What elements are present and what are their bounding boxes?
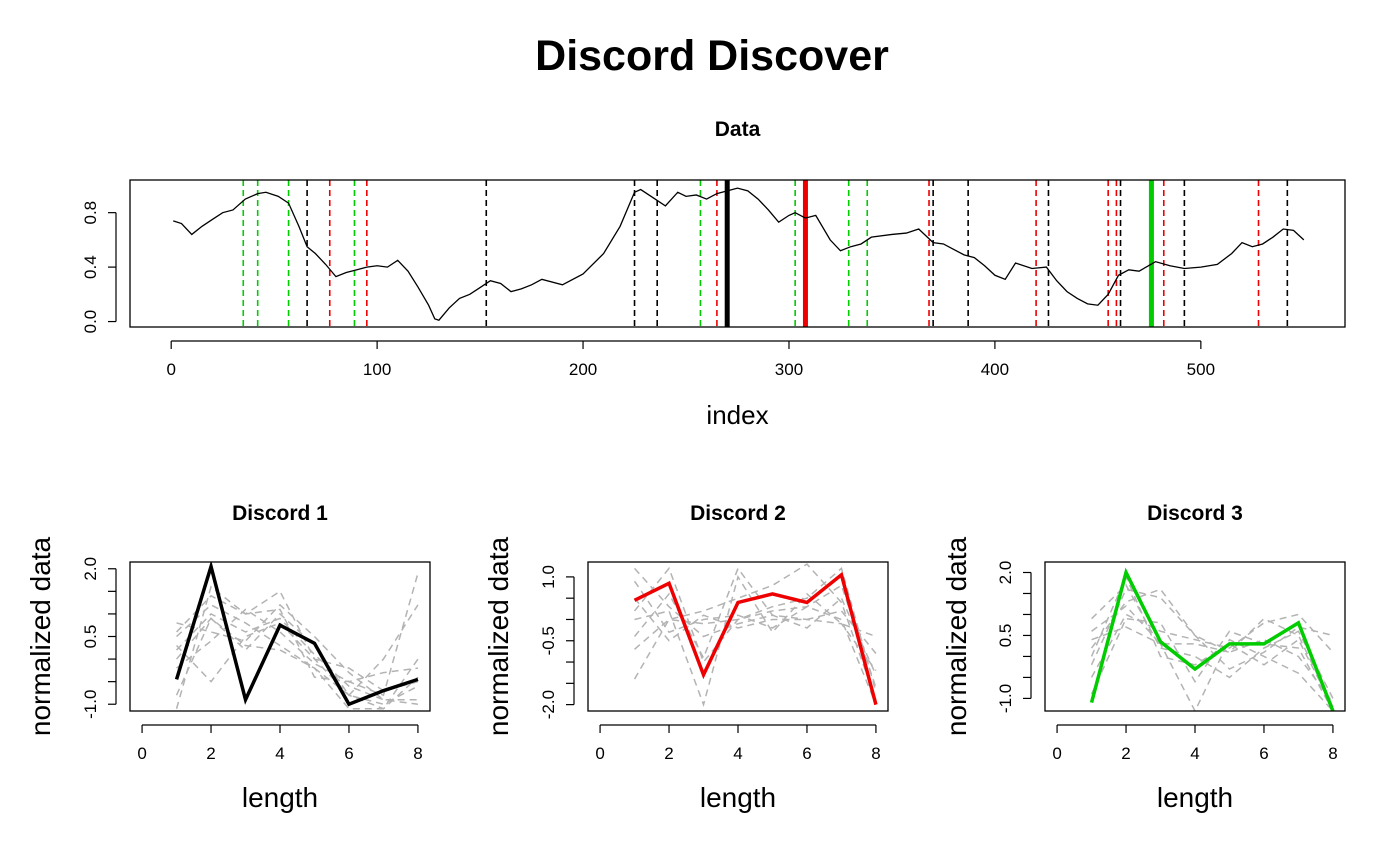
plot-area <box>174 562 419 710</box>
y-axis-label: normalized data <box>941 536 972 736</box>
neighbor-series-line <box>634 575 877 708</box>
plot-area <box>1089 567 1335 711</box>
x-tick-label: 2 <box>664 744 673 763</box>
y-tick-label: 2.0 <box>81 557 100 581</box>
x-tick-label: 0 <box>166 360 175 379</box>
x-tick-label: 8 <box>413 744 422 763</box>
panel-title: Discord 2 <box>690 502 786 525</box>
y-tick-label: 0.4 <box>81 255 100 279</box>
plot-frame <box>1044 561 1346 712</box>
x-tick-label: 300 <box>775 360 803 379</box>
neighbor-series-line <box>176 622 419 692</box>
neighbor-series-line <box>634 563 877 701</box>
neighbor-series-line <box>1090 574 1334 708</box>
neighbor-series-line <box>176 603 419 706</box>
time-series-line <box>173 187 1305 321</box>
neighbor-series-line <box>1091 605 1334 708</box>
panel-discord-2: 0 2 4 6 8 -2.0 -0.5 1.0 Discord 2 length normalize… <box>483 502 889 813</box>
discord-series-line <box>1089 567 1335 711</box>
y-tick-label: -1.0 <box>996 684 1015 713</box>
neighbor-series-line <box>176 603 418 701</box>
discord-series-line <box>633 571 878 706</box>
panel-title: Discord 1 <box>232 502 328 525</box>
neighbor-series-line <box>1091 626 1334 711</box>
plot-frame <box>587 561 889 712</box>
x-tick-label: 2 <box>1121 744 1130 763</box>
x-axis-label: index <box>706 400 768 430</box>
x-tick-label: 500 <box>1187 360 1215 379</box>
plot-area <box>173 180 1305 327</box>
y-tick-label: 0.5 <box>81 625 100 649</box>
y-tick-label: -1.0 <box>81 690 100 719</box>
x-tick-label: 400 <box>981 360 1009 379</box>
x-tick-label: 6 <box>802 744 811 763</box>
y-axis-label: normalized data <box>483 536 514 736</box>
y-tick-label: 2.0 <box>996 561 1015 585</box>
panel-title: Discord 3 <box>1147 502 1243 525</box>
neighbor-series-line <box>633 567 877 676</box>
panel-discord-3: 0 2 4 6 8 -1.0 0.5 2.0 Discord 3 length normalized… <box>941 502 1346 813</box>
panel-discord-1: 0 2 4 6 8 -1.0 0.5 2.0 Discord 1 length normalized… <box>25 502 431 813</box>
x-tick-label: 4 <box>1190 744 1199 763</box>
figure-title: Discord Discover <box>535 32 889 80</box>
discord-series-line <box>174 562 419 707</box>
x-tick-label: 200 <box>569 360 597 379</box>
panel-data: 0 100 200 300 400 500 0.0 0.4 0.8 Data index <box>81 118 1346 430</box>
neighbor-series-line <box>176 612 419 705</box>
neighbor-series-line <box>175 604 419 697</box>
x-axis-label: length <box>700 782 776 813</box>
neighbor-series-line <box>1090 588 1334 704</box>
x-tick-label: 8 <box>871 744 880 763</box>
x-tick-label: 8 <box>1328 744 1337 763</box>
y-tick-label: 0.8 <box>81 201 100 225</box>
y-tick-label: 1.0 <box>539 565 558 589</box>
x-axis-label: length <box>1157 782 1233 813</box>
x-tick-label: 4 <box>275 744 284 763</box>
neighbor-series-line <box>176 590 419 710</box>
x-tick-label: 0 <box>137 744 146 763</box>
x-tick-label: 6 <box>1259 744 1268 763</box>
y-tick-label: 0.0 <box>81 310 100 334</box>
x-tick-label: 4 <box>733 744 742 763</box>
x-tick-label: 6 <box>344 744 353 763</box>
x-tick-label: 0 <box>1052 744 1061 763</box>
neighbor-series-line <box>1090 613 1334 678</box>
neighbor-series-line <box>175 617 419 710</box>
panel-title: Data <box>715 118 761 141</box>
y-tick-label: -2.0 <box>539 690 558 719</box>
x-tick-label: 100 <box>363 360 391 379</box>
neighbor-series-line <box>1091 583 1334 699</box>
plot-frame <box>129 561 431 712</box>
neighbor-series-line <box>633 580 877 705</box>
x-tick-label: 0 <box>595 744 604 763</box>
neighbor-series-line <box>633 597 877 655</box>
y-tick-label: 0.5 <box>996 624 1015 648</box>
x-tick-label: 2 <box>206 744 215 763</box>
y-tick-label: -0.5 <box>539 626 558 655</box>
plot-frame <box>129 179 1346 328</box>
y-axis-label: normalized data <box>25 536 56 736</box>
x-axis-label: length <box>242 782 318 813</box>
neighbor-series-line <box>633 584 877 688</box>
plot-area <box>633 563 878 708</box>
neighbor-series-line <box>176 573 419 697</box>
